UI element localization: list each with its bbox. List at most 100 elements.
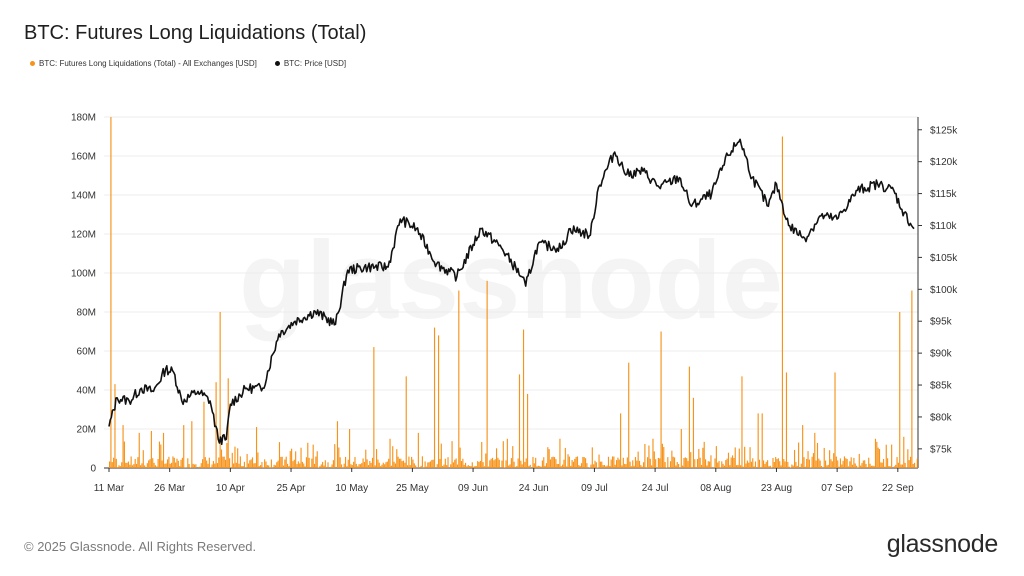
liquidation-bar [280,456,282,468]
liquidation-bar [514,466,517,468]
liquidation-bar [730,457,732,468]
liquidation-bar [344,456,347,468]
liquidation-bar [745,463,747,468]
liquidation-bar [660,331,662,468]
liquidation-bar [543,457,545,468]
liquidation-bar [553,457,556,468]
liquidation-bar [109,461,111,468]
liquidation-bar [156,466,158,468]
liquidation-bar [130,456,132,468]
liquidation-bar [171,462,173,468]
liquidation-bar [192,463,194,468]
liquidation-bar [804,466,806,468]
liquidation-bar [783,459,785,468]
y-left-tick-label: 0 [90,464,96,475]
legend-item-price[interactable]: BTC: Price [USD] [274,59,346,68]
liquidation-bar [355,463,357,468]
liquidation-bar [811,456,813,468]
liquidation-bar [177,460,179,468]
liquidation-bar [336,421,339,468]
liquidation-bar [775,457,777,468]
liquidation-bar [157,459,159,468]
liquidation-bar [738,448,740,468]
liquidation-bar [895,464,897,468]
liquidation-bar [481,441,483,468]
liquidation-bar [181,457,183,468]
liquidation-bar [723,465,726,468]
y-right-tick-label: $105k [930,253,958,264]
legend-item-liquidations[interactable]: BTC: Futures Long Liquidations (Total) -… [30,59,257,68]
liquidation-bar [642,462,645,468]
y-left-tick-label: 60M [77,347,96,358]
liquidation-bar [346,466,348,468]
liquidation-bar [474,465,476,468]
liquidation-bar [359,464,361,468]
liquidation-bar [706,465,708,468]
liquidation-bar [327,462,329,468]
liquidation-bar [485,453,487,468]
liquidation-bar [343,463,345,468]
liquidation-bar [649,458,651,468]
liquidation-bar [487,466,490,468]
liquidation-bar [830,459,832,468]
liquidation-bar [669,461,672,468]
liquidation-bar [141,463,143,468]
liquidation-bar [529,464,531,468]
liquidation-bar [444,458,446,468]
liquidation-bar [417,432,419,468]
liquidation-bar [425,466,428,468]
liquidation-bar [322,461,324,468]
liquidation-bar [242,466,244,468]
liquidation-bar [551,457,553,468]
liquidation-bar [392,446,394,468]
liquidation-bar [429,461,432,468]
liquidation-bar [575,456,577,468]
liquidation-bar [268,465,270,468]
liquidation-bar [316,451,318,468]
liquidation-bar [493,460,495,468]
liquidation-bar [238,463,240,468]
liquidation-bar [397,456,399,468]
liquidation-bar [284,459,286,468]
liquidation-bar [899,312,901,468]
liquidation-bar [301,461,303,468]
y-right-tick-label: $125k [930,125,958,136]
liquidation-bar [218,457,220,468]
liquidation-bar [792,465,794,468]
liquidation-bar [197,466,200,468]
liquidation-bar [513,461,515,468]
liquidation-bar [122,425,124,468]
liquidation-bar [912,463,914,468]
liquidation-bar [326,466,328,468]
liquidation-bar [371,457,374,468]
liquidation-bar [455,458,457,468]
liquidation-bar [704,459,707,468]
liquidation-bar [165,463,167,468]
liquidation-bar [261,462,263,468]
liquidation-bar [785,372,788,468]
liquidation-bar [772,457,774,468]
liquidation-bar [318,467,320,468]
liquidation-bar [746,460,748,468]
liquidation-bar [572,461,574,468]
liquidation-bar [865,463,867,468]
liquidation-bar [315,456,317,468]
liquidation-bar [508,465,510,468]
liquidation-bar [393,461,395,468]
y-left-tick-label: 40M [77,386,96,397]
liquidation-bar [438,335,440,468]
liquidation-bar [873,465,875,468]
y-right-tick-label: $80k [930,412,953,423]
liquidation-bar [761,413,763,468]
liquidation-bar [884,466,886,468]
liquidation-bar [599,461,601,468]
liquidation-bar [491,457,494,468]
liquidation-bar [289,451,291,468]
liquidation-bar [734,447,736,468]
liquidation-bar [637,451,639,468]
liquidation-bar [431,459,433,468]
page-title: BTC: Futures Long Liquidations (Total) [24,22,367,44]
liquidation-bar [781,136,784,468]
liquidation-bar [850,457,852,468]
liquidation-bar [820,465,823,468]
